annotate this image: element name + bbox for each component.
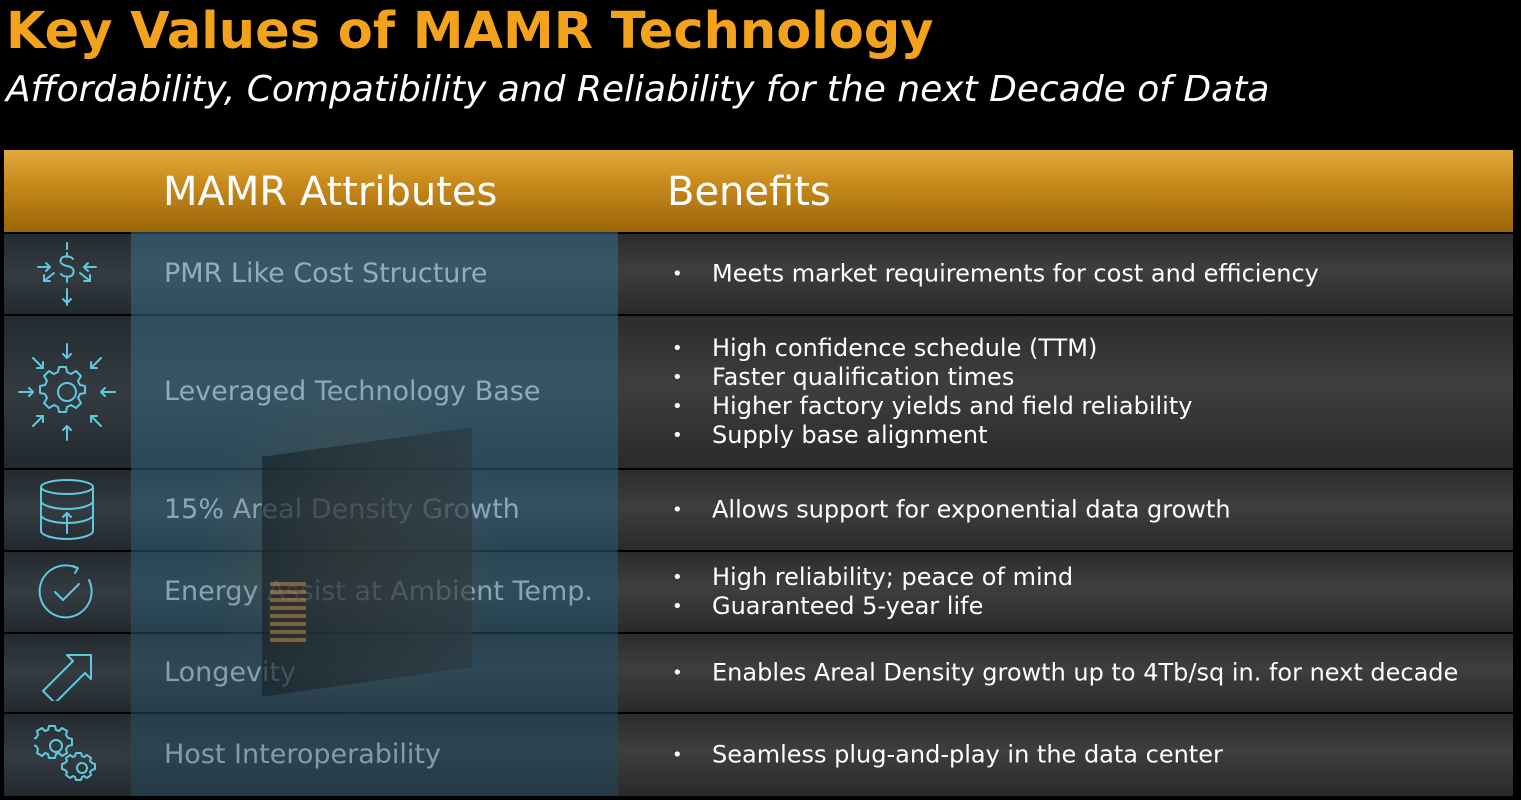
attribute-cell: Longevity	[131, 634, 618, 712]
row-icon-cell	[4, 316, 130, 468]
table-row: Host Interoperability Seamless plug-and-…	[4, 714, 1513, 796]
row-icon-cell	[4, 634, 130, 712]
page-subtitle: Affordability, Compatibility and Reliabi…	[6, 69, 1270, 110]
benefits-cell: High reliability; peace of mind Guarante…	[619, 552, 1513, 632]
benefit-item: Faster qualification times	[672, 363, 1192, 392]
page-title: Key Values of MAMR Technology	[6, 2, 934, 61]
row-icon-cell	[4, 234, 130, 314]
attribute-label: Energy Assist at Ambient Temp.	[164, 576, 594, 607]
benefit-item: Higher factory yields and field reliabil…	[672, 392, 1192, 421]
attribute-label: 15% Areal Density Growth	[164, 494, 520, 525]
benefit-item: High confidence schedule (TTM)	[672, 334, 1192, 363]
benefit-item: Meets market requirements for cost and e…	[672, 260, 1319, 289]
dollar-arrows-icon	[32, 241, 102, 307]
benefits-cell: High confidence schedule (TTM) Faster qu…	[619, 316, 1513, 468]
table-row: 15% Areal Density Growth Allows support …	[4, 470, 1513, 550]
row-icon-cell	[4, 714, 130, 796]
benefits-list: High confidence schedule (TTM) Faster qu…	[672, 334, 1192, 450]
benefits-cell: Meets market requirements for cost and e…	[619, 234, 1513, 314]
benefit-item: Enables Areal Density growth up to 4Tb/s…	[672, 659, 1458, 688]
benefits-cell: Seamless plug-and-play in the data cente…	[619, 714, 1513, 796]
row-icon-cell	[4, 552, 130, 632]
attributes-table: MAMR Attributes Benefits PMR Like Cost S…	[4, 150, 1513, 796]
benefits-cell: Enables Areal Density growth up to 4Tb/s…	[619, 634, 1513, 712]
attribute-cell: Leveraged Technology Base	[131, 316, 618, 468]
gears-icon	[34, 724, 100, 786]
benefit-item: Allows support for exponential data grow…	[672, 496, 1231, 525]
table-row: PMR Like Cost Structure Meets market req…	[4, 234, 1513, 314]
benefits-list: Meets market requirements for cost and e…	[672, 260, 1319, 289]
header-benefits: Benefits	[667, 169, 831, 215]
table-row: Energy Assist at Ambient Temp. High reli…	[4, 552, 1513, 632]
check-circle-icon	[37, 562, 97, 622]
benefit-item: High reliability; peace of mind	[672, 563, 1073, 592]
table-row: Longevity Enables Areal Density growth u…	[4, 634, 1513, 712]
table-header: MAMR Attributes Benefits	[4, 150, 1513, 232]
attribute-cell: Host Interoperability	[131, 714, 618, 796]
attribute-cell: PMR Like Cost Structure	[131, 234, 618, 314]
benefit-item: Supply base alignment	[672, 421, 1192, 450]
benefits-list: Seamless plug-and-play in the data cente…	[672, 741, 1223, 770]
gear-arrows-icon	[17, 342, 117, 442]
benefits-cell: Allows support for exponential data grow…	[619, 470, 1513, 550]
attribute-cell: 15% Areal Density Growth	[131, 470, 618, 550]
benefit-item: Seamless plug-and-play in the data cente…	[672, 741, 1223, 770]
attribute-label: Leveraged Technology Base	[164, 376, 541, 407]
attribute-label: Host Interoperability	[164, 739, 441, 770]
table-row: Leveraged Technology Base High confidenc…	[4, 316, 1513, 468]
row-icon-cell	[4, 470, 130, 550]
benefits-list: Enables Areal Density growth up to 4Tb/s…	[672, 659, 1458, 688]
benefit-item: Guaranteed 5-year life	[672, 592, 1073, 621]
database-icon	[37, 477, 97, 543]
benefits-list: Allows support for exponential data grow…	[672, 496, 1231, 525]
benefits-list: High reliability; peace of mind Guarante…	[672, 563, 1073, 621]
attribute-label: Longevity	[164, 657, 296, 688]
attribute-label: PMR Like Cost Structure	[164, 258, 488, 289]
arrow-up-right-icon	[39, 645, 95, 701]
header-attributes: MAMR Attributes	[163, 169, 498, 215]
attribute-cell: Energy Assist at Ambient Temp.	[131, 552, 618, 632]
